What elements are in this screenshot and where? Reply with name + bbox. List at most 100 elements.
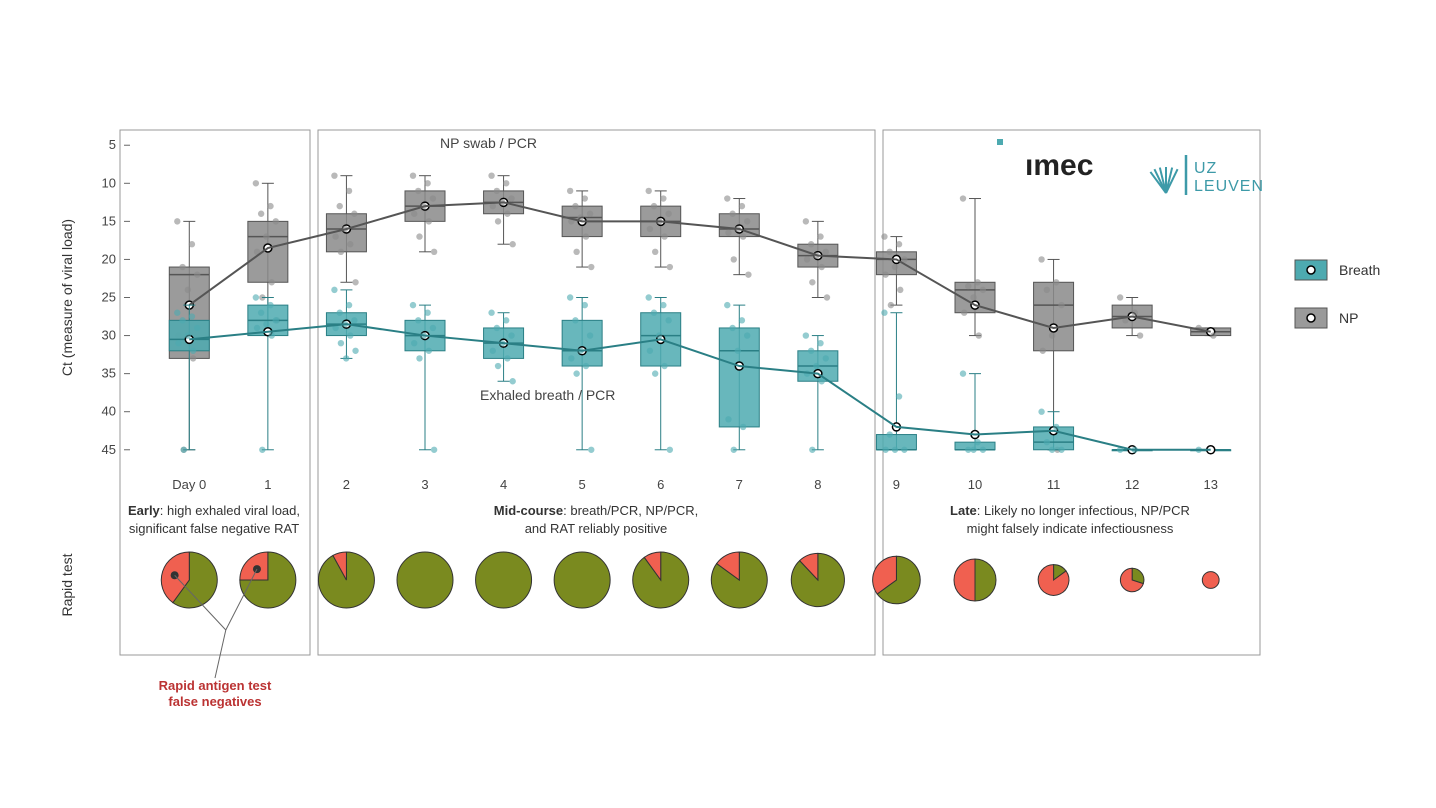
data-point: [739, 203, 745, 209]
data-point: [338, 340, 344, 346]
pie-slice: [975, 559, 996, 601]
data-point: [351, 317, 357, 323]
data-point: [332, 233, 338, 239]
data-point: [1053, 279, 1059, 285]
data-point: [744, 218, 750, 224]
breath-annotation: Exhaled breath / PCR: [480, 387, 615, 403]
data-point: [652, 370, 658, 376]
box: [562, 320, 602, 366]
data-point: [174, 310, 180, 316]
data-point: [1053, 424, 1059, 430]
data-point: [411, 340, 417, 346]
uzleuven-text: UZ: [1194, 160, 1217, 177]
box: [1034, 282, 1074, 351]
section-label: Late: Likely no longer infectious, NP/PC…: [950, 503, 1190, 518]
imec-logo-text: ımec: [1025, 149, 1093, 182]
chart-container: 51015202530354045Ct (measure of viral lo…: [0, 0, 1436, 808]
y-tick-label: 10: [102, 175, 116, 190]
data-point: [488, 172, 494, 178]
data-point: [892, 264, 898, 270]
y-tick-label: 20: [102, 251, 116, 266]
section-label: Early: high exhaled viral load,: [128, 503, 300, 518]
data-point: [503, 317, 509, 323]
data-point: [1049, 332, 1055, 338]
data-point: [194, 271, 200, 277]
data-point: [346, 188, 352, 194]
x-tick-label: 13: [1203, 477, 1217, 492]
data-point: [424, 310, 430, 316]
data-point: [587, 332, 593, 338]
data-point: [488, 310, 494, 316]
data-point: [273, 218, 279, 224]
np-annotation: NP swab / PCR: [440, 135, 537, 151]
data-point: [331, 287, 337, 293]
data-point: [808, 348, 814, 354]
data-point: [888, 302, 894, 308]
data-point: [960, 370, 966, 376]
legend-marker: [1307, 314, 1315, 322]
data-point: [426, 218, 432, 224]
data-point: [656, 332, 662, 338]
data-point: [175, 340, 181, 346]
data-point: [495, 363, 501, 369]
data-point: [268, 332, 274, 338]
data-point: [1058, 447, 1064, 453]
data-point: [646, 188, 652, 194]
data-point: [887, 431, 893, 437]
data-point: [508, 332, 514, 338]
x-tick-label: 10: [968, 477, 982, 492]
data-point: [661, 233, 667, 239]
data-point: [253, 294, 259, 300]
data-point: [735, 348, 741, 354]
data-point: [179, 264, 185, 270]
y-axis-title: Ct (measure of viral load): [59, 219, 75, 376]
data-point: [567, 188, 573, 194]
data-point: [817, 340, 823, 346]
pie-slice: [1202, 572, 1219, 589]
data-point: [901, 447, 907, 453]
data-point: [430, 195, 436, 201]
x-tick-label: 3: [421, 477, 428, 492]
y-tick-label: 5: [109, 137, 116, 152]
data-point: [503, 180, 509, 186]
data-point: [731, 256, 737, 262]
x-tick-label: 2: [343, 477, 350, 492]
data-point: [189, 313, 195, 319]
data-point: [667, 264, 673, 270]
data-point: [582, 195, 588, 201]
data-point: [273, 317, 279, 323]
data-point: [337, 310, 343, 316]
data-point: [660, 302, 666, 308]
data-point: [338, 249, 344, 255]
data-point: [665, 317, 671, 323]
data-point: [651, 310, 657, 316]
y-tick-label: 30: [102, 328, 116, 343]
data-point: [651, 203, 657, 209]
data-point: [970, 447, 976, 453]
y-tick-label: 25: [102, 290, 116, 305]
data-point: [809, 279, 815, 285]
data-point: [331, 172, 337, 178]
data-point: [881, 233, 887, 239]
y-tick-label: 45: [102, 442, 116, 457]
data-point: [347, 332, 353, 338]
data-point: [572, 203, 578, 209]
data-point: [882, 271, 888, 277]
data-point: [190, 348, 196, 354]
data-point: [337, 203, 343, 209]
data-point: [426, 348, 432, 354]
data-point: [253, 180, 259, 186]
data-point: [803, 218, 809, 224]
data-point: [744, 332, 750, 338]
data-point: [1137, 332, 1143, 338]
data-point: [583, 363, 589, 369]
data-point: [504, 355, 510, 361]
data-point: [588, 264, 594, 270]
data-point: [416, 355, 422, 361]
pie-slice: [554, 552, 610, 608]
data-point: [410, 302, 416, 308]
data-point: [980, 287, 986, 293]
section-label-line2: might falsely indicate infectiousness: [967, 521, 1174, 536]
imec-dot: [997, 139, 1003, 145]
data-point: [347, 241, 353, 247]
